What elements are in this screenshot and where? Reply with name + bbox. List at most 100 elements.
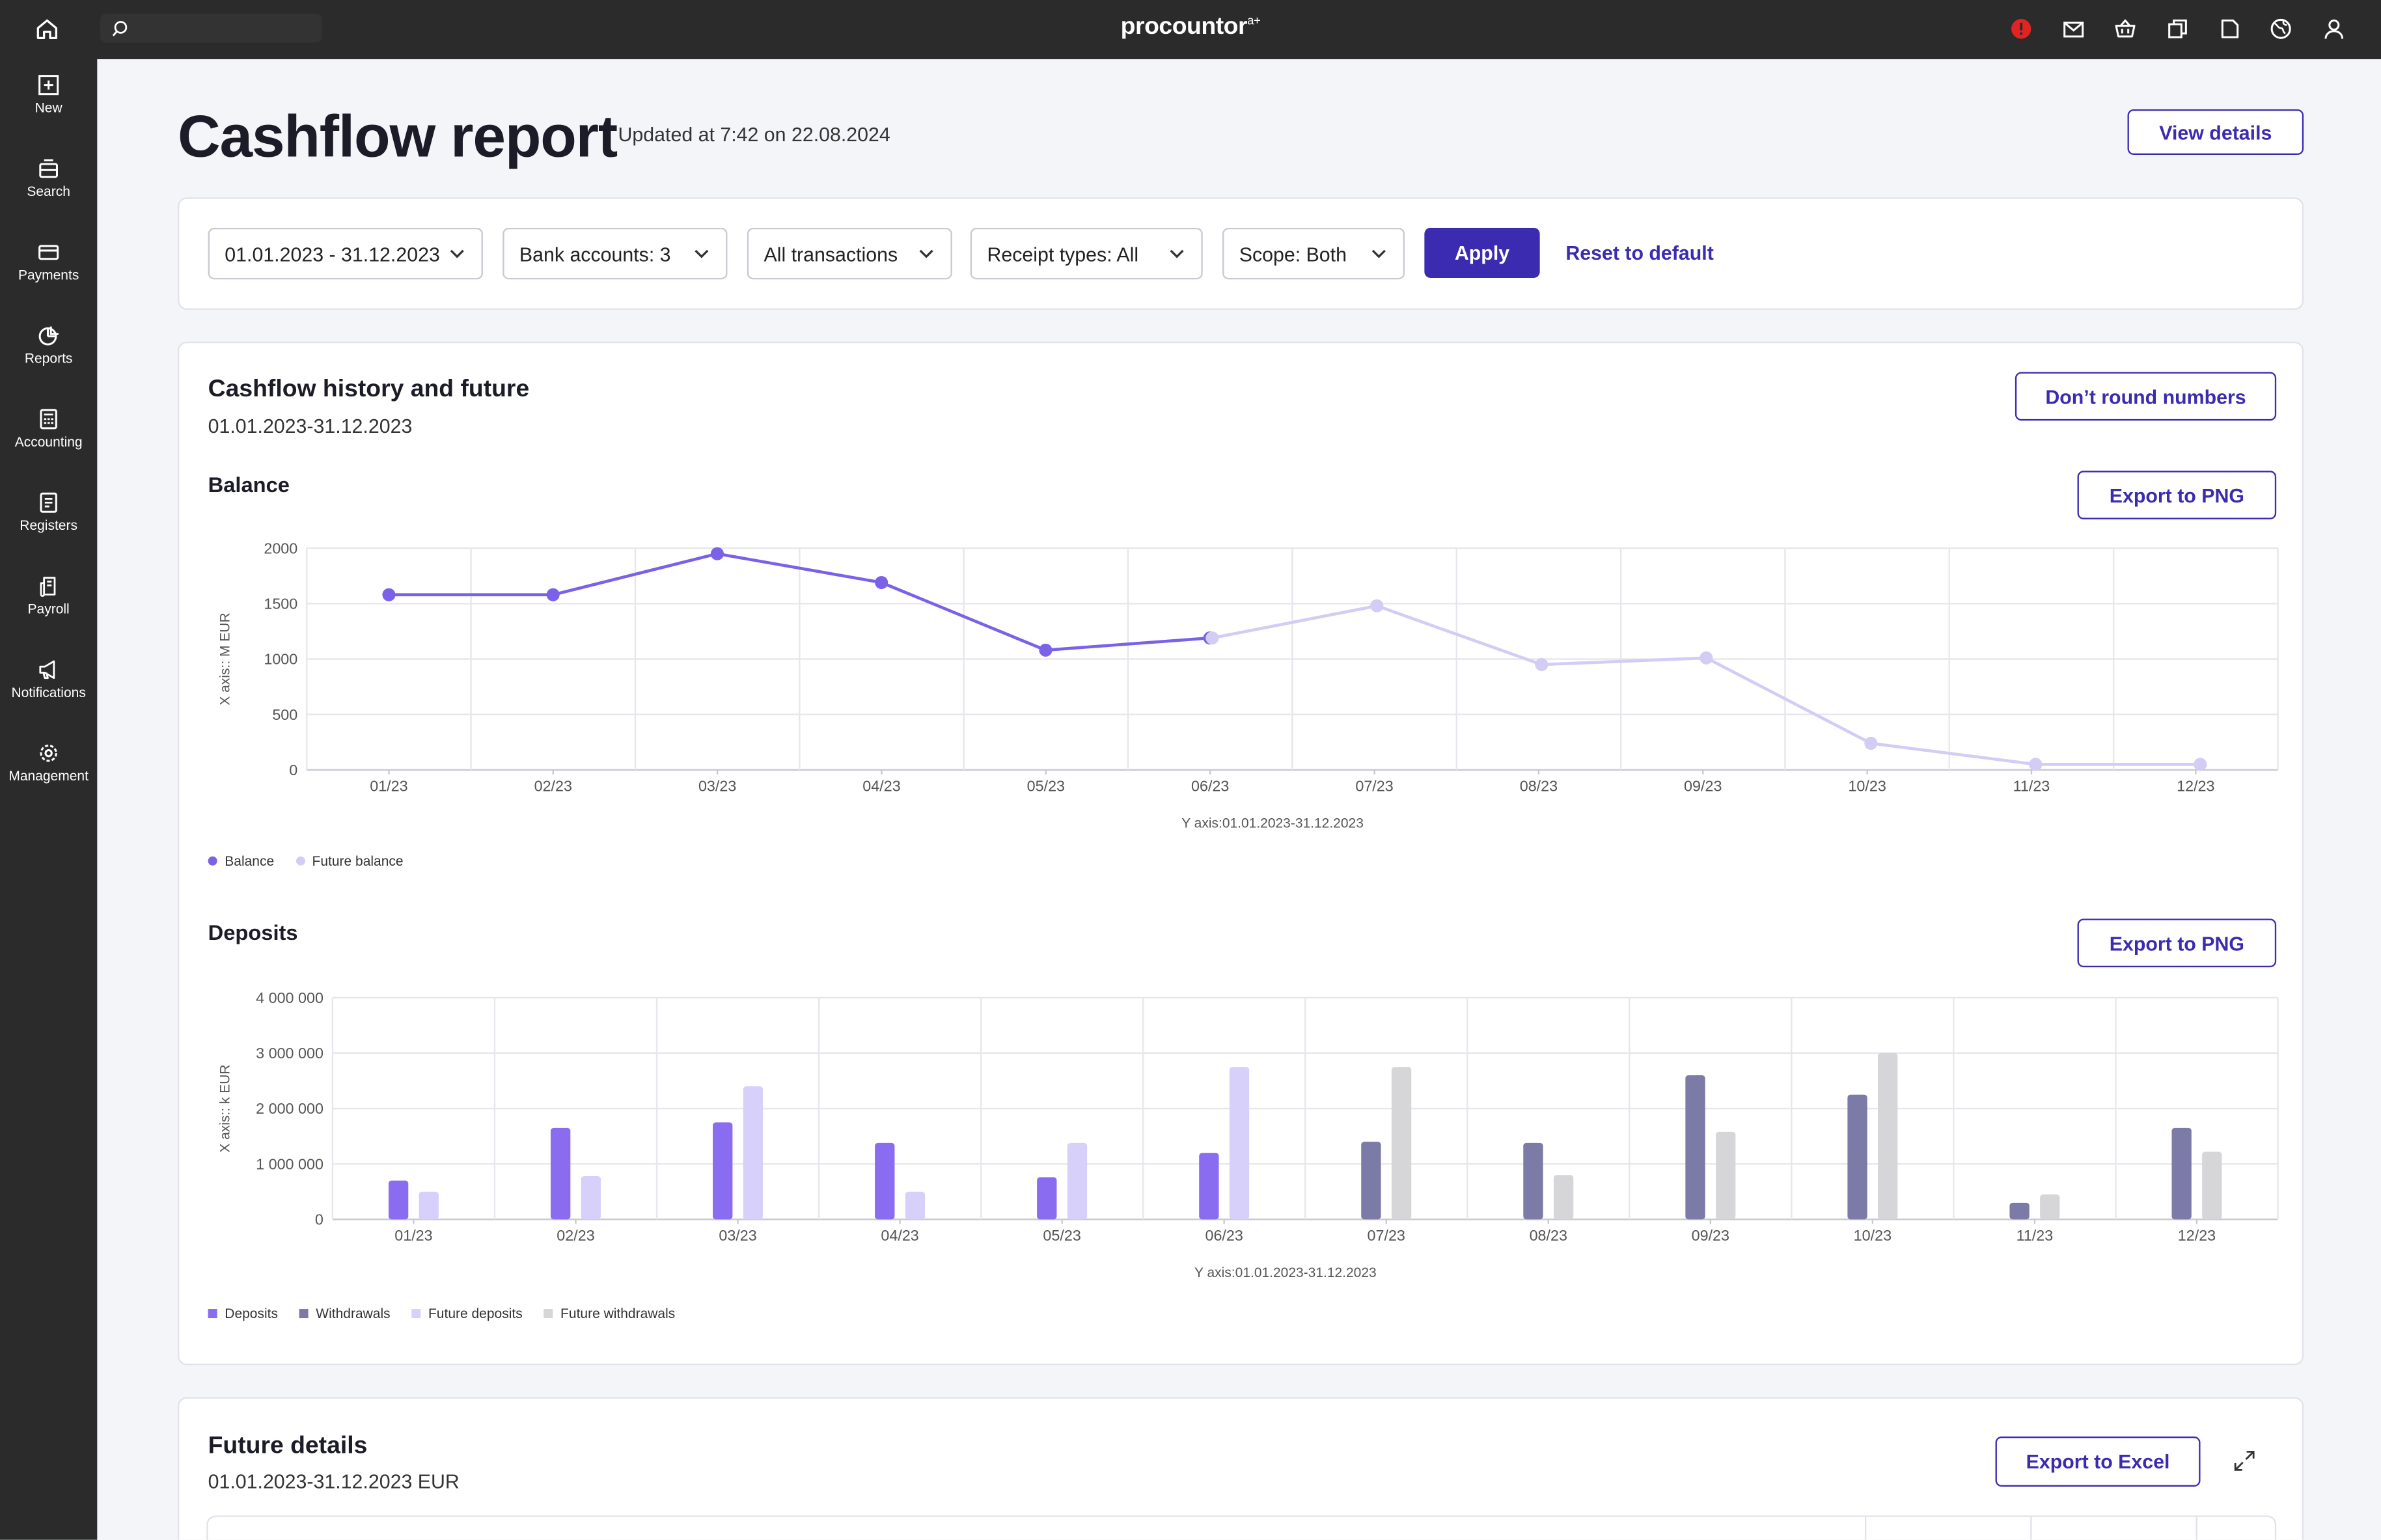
- series-line-balance: [389, 552, 1210, 652]
- sidebar-item-payments[interactable]: Payments: [0, 241, 97, 282]
- mail-icon[interactable]: [2061, 17, 2085, 41]
- deposits-export-png-button[interactable]: Export to PNG: [2077, 918, 2277, 968]
- legend-item-future-withdrawals: Future withdrawals: [544, 1306, 675, 1321]
- bar-future-deposits: [581, 1176, 601, 1220]
- dont-round-numbers-button[interactable]: Don’t round numbers: [2015, 372, 2277, 421]
- deposits-legend: Deposits Withdrawals Future deposits Fut…: [208, 1306, 676, 1321]
- bar-deposits: [551, 1127, 571, 1220]
- filters-card: 01.01.2023 - 31.12.2023 Bank accounts: 3…: [177, 197, 2304, 310]
- user-icon[interactable]: [2322, 17, 2346, 41]
- chevron-down-icon: [1170, 249, 1184, 258]
- sidebar-item-new[interactable]: New: [0, 74, 97, 115]
- scope-select[interactable]: Scope: Both: [1222, 227, 1405, 280]
- search-icon: [109, 18, 131, 40]
- bar-withdrawals: [1685, 1075, 1705, 1220]
- transactions-select[interactable]: All transactions: [747, 227, 952, 280]
- sidebar-item-label: Management: [8, 768, 89, 784]
- future-details-card: Future details 01.01.2023-31.12.2023 EUR…: [177, 1397, 2304, 1540]
- x-tick-label: 04/23: [881, 1227, 918, 1244]
- y-tick-label: 2000: [264, 540, 297, 557]
- balance-legend: Balance Future balance: [208, 853, 404, 868]
- x-tick-label: 01/23: [394, 1227, 432, 1244]
- globe-icon[interactable]: [2269, 17, 2293, 41]
- bar-withdrawals: [1847, 1094, 1867, 1220]
- view-details-button[interactable]: View details: [2127, 109, 2304, 155]
- sidebar-item-payroll[interactable]: Payroll: [0, 575, 97, 616]
- x-tick-label: 11/23: [2016, 1227, 2054, 1244]
- legend-item-withdrawals: Withdrawals: [299, 1306, 391, 1321]
- sidebar-item-notifications[interactable]: Notifications: [0, 659, 97, 700]
- copy-icon[interactable]: [2166, 17, 2190, 41]
- section-title: Cashflow history and future: [208, 376, 530, 403]
- x-tick-label: 02/23: [534, 777, 572, 794]
- apply-button[interactable]: Apply: [1424, 227, 1540, 278]
- data-point: [2029, 758, 2043, 771]
- main-content: Cashflow report Updated at 7:42 on 22.08…: [97, 59, 2381, 1540]
- data-point: [1370, 599, 1384, 612]
- legend-item-future-deposits: Future deposits: [411, 1306, 523, 1321]
- data-point: [710, 547, 724, 560]
- future-details-period: 01.01.2023-31.12.2023 EUR: [208, 1470, 460, 1493]
- legend-item-future-balance: Future balance: [295, 853, 404, 868]
- document-icon[interactable]: [2217, 17, 2241, 41]
- legend-item-deposits: Deposits: [208, 1306, 278, 1321]
- balance-chart: 0 500 1000 1500 2000 01/23 02/23 03/23 04/23 05/2…: [217, 540, 2279, 831]
- data-point: [1039, 643, 1053, 657]
- expand-icon[interactable]: [2231, 1447, 2258, 1474]
- export-to-excel-button[interactable]: Export to Excel: [1995, 1437, 2201, 1487]
- sidebar: New Search Payments Reports Accounting R…: [0, 59, 98, 1540]
- y-tick-label: 4 000 000: [256, 989, 323, 1006]
- sidebar-item-label: Registers: [20, 517, 77, 533]
- legend-item-balance: Balance: [208, 853, 274, 868]
- reset-to-default-link[interactable]: Reset to default: [1565, 241, 1714, 264]
- future-details-title: Future details: [208, 1433, 368, 1460]
- sidebar-item-search[interactable]: Search: [0, 158, 97, 199]
- calculator-icon: [40, 409, 57, 430]
- balance-export-png-button[interactable]: Export to PNG: [2077, 471, 2277, 519]
- sidebar-item-reports[interactable]: Reports: [0, 325, 97, 366]
- date-range-select[interactable]: 01.01.2023 - 31.12.2023: [208, 227, 483, 280]
- bar-future-withdrawals: [1391, 1067, 1412, 1220]
- transactions-value: All transactions: [764, 242, 898, 266]
- date-range-value: 01.01.2023 - 31.12.2023: [225, 242, 440, 266]
- bar-future-deposits: [1229, 1067, 1250, 1220]
- bar-deposits: [1199, 1153, 1219, 1220]
- bar-future-deposits: [1067, 1142, 1088, 1220]
- x-tick-label: 05/23: [1027, 777, 1065, 794]
- search-input[interactable]: [100, 13, 322, 43]
- receipt-types-select[interactable]: Receipt types: All: [970, 227, 1203, 280]
- y-tick-label: 500: [272, 706, 297, 723]
- sidebar-item-registers[interactable]: Registers: [0, 492, 97, 533]
- x-tick-label: 10/23: [1848, 777, 1886, 794]
- basket-icon[interactable]: [2112, 17, 2136, 41]
- cashflow-history-card: Cashflow history and future 01.01.2023-3…: [177, 341, 2304, 1366]
- sidebar-item-management[interactable]: Management: [0, 743, 97, 784]
- bar-future-withdrawals: [1878, 1052, 1898, 1220]
- bar-deposits: [875, 1142, 895, 1220]
- payroll-icon: [40, 577, 56, 597]
- chevron-down-icon: [1371, 249, 1386, 258]
- chevron-down-icon: [695, 249, 709, 258]
- sidebar-item-label: New: [34, 100, 62, 116]
- deposits-chart: 0 1 000 000 2 000 000 3 000 000 4 000 000 01/…: [217, 989, 2279, 1280]
- alert-icon[interactable]: [2009, 17, 2033, 41]
- top-bar: procountora+: [0, 0, 2381, 59]
- bar-deposits: [1037, 1177, 1057, 1220]
- bar-deposits: [713, 1122, 733, 1220]
- y-tick-label: 3 000 000: [256, 1045, 323, 1062]
- y-axis-label: X axis:: M EUR: [217, 612, 232, 705]
- sidebar-item-accounting[interactable]: Accounting: [0, 409, 97, 450]
- y-axis-label: X axis:: k EUR: [217, 1064, 232, 1152]
- page-title: Cashflow report: [177, 104, 618, 171]
- home-icon[interactable]: [33, 15, 61, 42]
- sidebar-item-label: Reports: [24, 350, 73, 366]
- future-details-table: [206, 1515, 2277, 1540]
- x-tick-label: 12/23: [2177, 777, 2214, 794]
- series-line-future-balance: [1211, 604, 2201, 766]
- y-tick-label: 1000: [264, 651, 297, 668]
- x-tick-label: 06/23: [1191, 777, 1229, 794]
- sidebar-item-label: Search: [27, 184, 70, 199]
- bank-accounts-select[interactable]: Bank accounts: 3: [502, 227, 728, 280]
- scope-value: Scope: Both: [1239, 242, 1347, 266]
- receipt-types-value: Receipt types: All: [987, 242, 1139, 266]
